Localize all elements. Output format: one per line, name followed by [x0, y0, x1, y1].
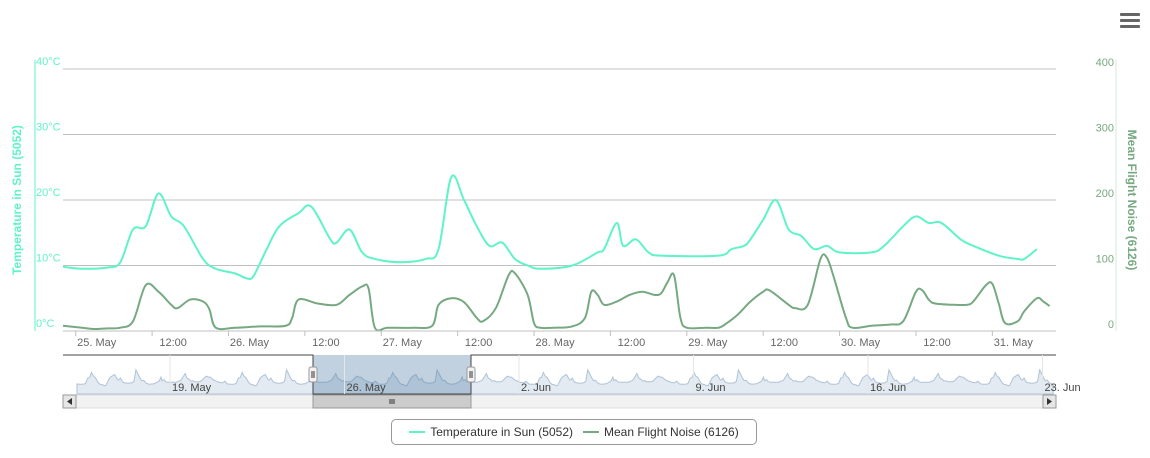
x-tick-label: 26. May	[230, 337, 270, 349]
left-axis-title: Temperature in Sun (5052)	[10, 125, 24, 275]
left-tick-label: 0°C	[36, 318, 55, 330]
navigator-selection[interactable]	[313, 355, 471, 394]
scrollbar-track[interactable]	[62, 394, 1057, 409]
right-tick-label: 0	[1108, 319, 1114, 331]
navigator-right-handle[interactable]	[466, 366, 476, 383]
scrollbar[interactable]	[62, 394, 1057, 409]
right-arrow-icon	[1047, 398, 1052, 405]
legend-item-noise[interactable]: Mean Flight Noise (6126)	[583, 425, 739, 439]
x-tick-label: 12:00	[159, 337, 187, 349]
menu-bar	[1120, 13, 1140, 16]
right-tick-label: 300	[1096, 123, 1114, 135]
navigator-tick-label: 26. May	[347, 382, 387, 394]
legend: Temperature in Sun (5052) Mean Flight No…	[391, 419, 757, 445]
navigator-tick-label: 16. Jun	[870, 382, 906, 394]
legend-label: Temperature in Sun (5052)	[430, 425, 573, 439]
menu-bar	[1120, 25, 1140, 28]
navigator-tick-label: 19. May	[172, 382, 212, 394]
left-tick-label: 10°C	[36, 253, 61, 265]
menu-bar	[1120, 19, 1140, 22]
gridlines	[63, 68, 1056, 332]
legend-symbol	[583, 431, 599, 433]
legend-item-temperature[interactable]: Temperature in Sun (5052)	[409, 425, 573, 439]
x-tick-label: 12:00	[465, 337, 493, 349]
navigator-tick-label: 2. Jun	[521, 382, 551, 394]
navigator-tick-label: 23. Jun	[1045, 382, 1081, 394]
x-tick-label: 30. May	[841, 337, 881, 349]
x-tick-label: 12:00	[618, 337, 646, 349]
navigator-series	[76, 368, 1054, 395]
right-tick-label: 100	[1096, 254, 1114, 266]
navigator-outline	[63, 354, 1056, 395]
right-axis-title: Mean Flight Noise (6126)	[1125, 130, 1139, 271]
right-tick-label: 400	[1096, 57, 1114, 69]
left-tick-label: 40°C	[36, 56, 61, 68]
x-tick-label: 31. May	[994, 337, 1034, 349]
x-tick-label: 12:00	[923, 337, 951, 349]
right-axis: 0 100 200 300 400	[1096, 57, 1117, 331]
x-tick-label: 29. May	[688, 337, 728, 349]
left-axis: 0°C 10°C 20°C 30°C 40°C	[34, 56, 61, 331]
x-tick-label: 27. May	[383, 337, 423, 349]
left-tick-label: 20°C	[36, 187, 61, 199]
right-tick-label: 200	[1096, 188, 1114, 200]
left-arrow-icon	[67, 398, 72, 405]
legend-label: Mean Flight Noise (6126)	[604, 425, 739, 439]
x-tick-label: 12:00	[770, 337, 798, 349]
x-tick-label: 12:00	[312, 337, 340, 349]
navigator[interactable]: 19. May 26. May 2. Jun 9. Jun 16. Jun 23. Jun	[62, 354, 1081, 409]
handle-body	[466, 366, 476, 383]
series-group	[62, 174, 1051, 332]
navigator-tick-label: 9. Jun	[696, 382, 726, 394]
temperature-series-line	[62, 174, 1038, 280]
legend-symbol	[409, 431, 426, 433]
handle-body	[308, 366, 318, 383]
hamburger-menu-icon[interactable]	[1118, 10, 1142, 32]
navigator-left-handle[interactable]	[308, 366, 318, 383]
x-tick-label: 28. May	[535, 337, 575, 349]
x-axis: 25. May 12:00 26. May 12:00 27. May 12:00 28. …	[63, 330, 1056, 349]
left-tick-label: 30°C	[36, 122, 61, 134]
x-tick-label: 25. May	[77, 337, 117, 349]
noise-series-line	[62, 253, 1051, 332]
